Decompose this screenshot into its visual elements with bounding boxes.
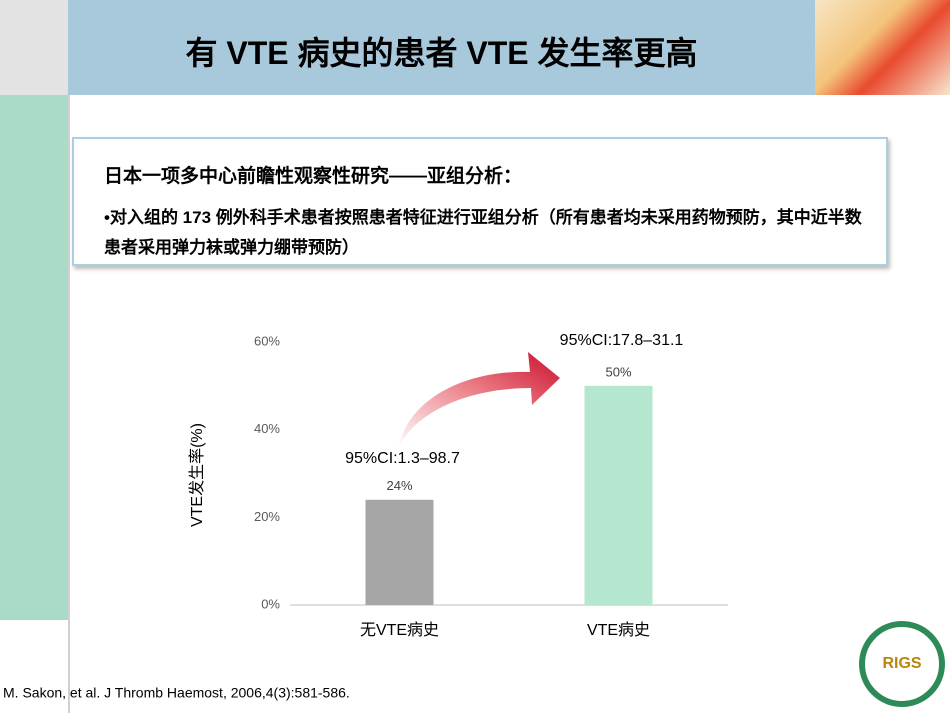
citation: M. Sakon, et al. J Thromb Haemost, 2006,… <box>3 685 350 701</box>
divider <box>68 95 70 713</box>
y-tick-label: 60% <box>254 333 280 348</box>
box-text: •对入组的 173 例外科手术患者按照患者特征进行亚组分析（所有患者均未采用药物… <box>104 208 862 257</box>
y-tick-label: 20% <box>254 509 280 524</box>
info-box: 日本一项多中心前瞻性观察性研究——亚组分析： •对入组的 173 例外科手术患者… <box>72 137 888 266</box>
bar <box>584 385 653 605</box>
y-tick-label: 40% <box>254 421 280 436</box>
x-tick-label: VTE病史 <box>587 621 650 639</box>
x-tick-label: 无VTE病史 <box>360 621 439 639</box>
value-label: 24% <box>386 478 412 493</box>
title-band <box>68 0 815 95</box>
logo-text: RIGS <box>882 655 921 672</box>
logo <box>859 621 945 707</box>
y-tick-label: 0% <box>261 596 280 611</box>
header-image <box>815 0 950 95</box>
annotation: 95%CI:17.8–31.1 <box>560 332 684 349</box>
bar <box>365 499 434 605</box>
box-heading: 日本一项多中心前瞻性观察性研究——亚组分析： <box>104 166 523 187</box>
side-stripe <box>0 95 68 620</box>
arrow <box>398 352 560 448</box>
value-label: 50% <box>605 364 631 379</box>
y-axis-label: VTE发生率(%) <box>188 423 206 527</box>
slide-title: 有 VTE 病史的患者 VTE 发生率更高 <box>185 35 698 71</box>
corner <box>0 0 68 95</box>
annotation: 95%CI:1.3–98.7 <box>345 450 460 467</box>
